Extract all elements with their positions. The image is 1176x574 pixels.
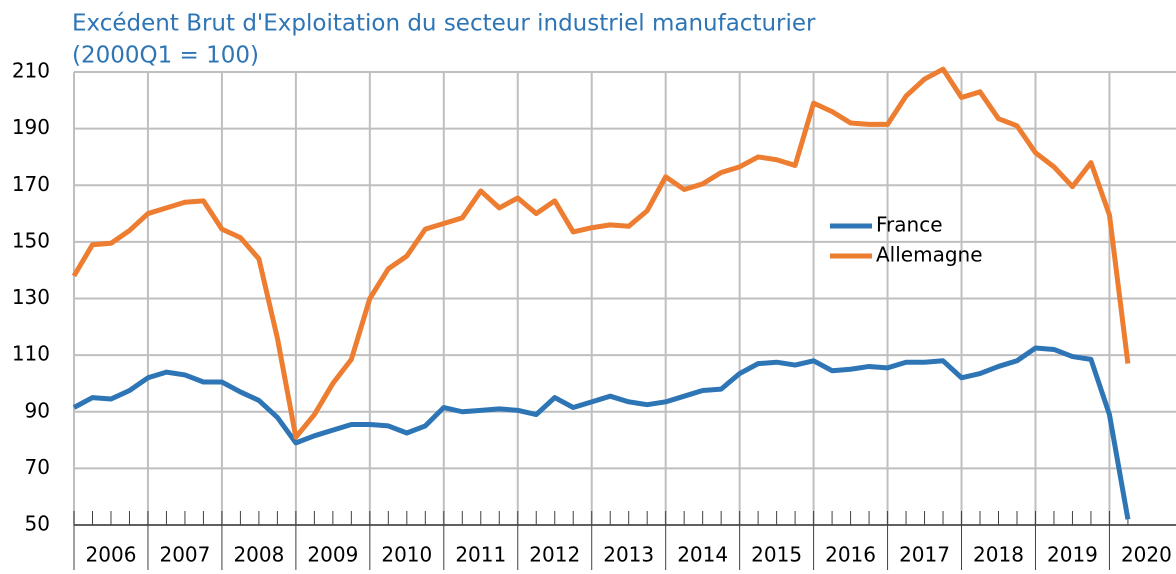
x-tick-label: 2011: [455, 543, 506, 567]
y-tick-label: 150: [12, 228, 50, 252]
x-tick-label: 2007: [159, 543, 210, 567]
y-tick-label: 130: [12, 285, 50, 309]
x-tick-label: 2006: [86, 543, 137, 567]
line-series: [72, 345, 1131, 520]
y-tick-label: 70: [25, 455, 50, 479]
x-tick-label: 2012: [529, 543, 580, 567]
legend-label: Allemagne: [876, 243, 983, 267]
x-tick-label: 2019: [1047, 543, 1098, 567]
y-tick-label: 210: [12, 59, 50, 83]
chart-title: Excédent Brut d'Exploitation du secteur …: [72, 11, 816, 37]
chart-subtitle: (2000Q1 = 100): [72, 43, 259, 69]
y-tick-label: 50: [25, 512, 50, 536]
x-tick-label: 2008: [233, 543, 284, 567]
x-tick-label: 2015: [751, 543, 802, 567]
x-tick-label: 2020: [1121, 543, 1172, 567]
x-tick-label: 2016: [825, 543, 876, 567]
line-series: [71, 66, 1131, 440]
x-tick-label: 2014: [677, 543, 728, 567]
legend-label: France: [876, 213, 943, 237]
x-tick-label: 2010: [381, 543, 432, 567]
x-tick-label: 2017: [899, 543, 950, 567]
x-tick-label: 2018: [973, 543, 1024, 567]
x-tick-label: 2013: [603, 543, 654, 567]
x-tick-label: 2009: [307, 543, 358, 567]
y-tick-label: 90: [25, 398, 50, 422]
y-tick-label: 170: [12, 172, 50, 196]
y-tick-label: 190: [12, 115, 50, 139]
y-tick-label: 110: [12, 342, 50, 366]
